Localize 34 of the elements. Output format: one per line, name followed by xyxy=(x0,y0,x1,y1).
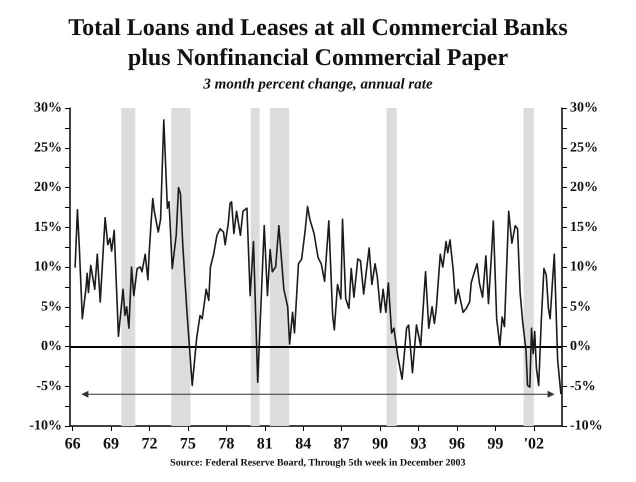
y2-tick-label: 30% xyxy=(570,100,598,116)
chart-title: Total Loans and Leases at all Commercial Banks plus Nonfinancial Commercial Paper xyxy=(68,15,568,71)
y-tick-label: 10% xyxy=(34,260,62,274)
x-tick-label: 96 xyxy=(448,436,465,452)
y-tick-label: 5% xyxy=(41,299,62,314)
x-tick-label: 66 xyxy=(64,436,81,452)
x-tick-label: 87 xyxy=(334,436,350,452)
y-tick-label: 30% xyxy=(34,100,62,116)
x-tick-label: 72 xyxy=(141,436,158,452)
y-tick-label: -10% xyxy=(29,418,62,434)
x-tick-label: 81 xyxy=(256,436,273,452)
y2-tick-label: 5% xyxy=(570,299,591,314)
x-tick-label: 75 xyxy=(180,436,196,452)
y-tick-label: 0% xyxy=(41,339,62,354)
y-tick-label: 25% xyxy=(34,140,62,156)
y2-tick-label: -10% xyxy=(570,418,603,434)
y2-tick-label: 25% xyxy=(570,140,598,156)
x-tick-label: 99 xyxy=(487,436,504,452)
x-tick-label: 90 xyxy=(372,436,388,452)
y2-tick-label: 10% xyxy=(570,260,598,274)
y-tick-label: 15% xyxy=(34,220,62,235)
chart-subtitle: 3 month percent change, annual rate xyxy=(202,76,433,92)
y2-tick-label: 0% xyxy=(570,339,591,354)
y2-tick-label: 15% xyxy=(570,220,598,235)
x-tick-label: 78 xyxy=(218,436,234,452)
x-tick-label: '02 xyxy=(524,436,544,452)
x-tick-label: 84 xyxy=(295,436,312,452)
source-note: Source: Federal Reserve Board, Through 5th week in December 2003 xyxy=(170,458,466,468)
y-tick-label: 20% xyxy=(34,180,62,195)
x-tick-label: 93 xyxy=(410,436,426,452)
y-tick-label: -5% xyxy=(36,378,62,394)
x-tick-label: 69 xyxy=(103,436,119,452)
y2-tick-label: 20% xyxy=(570,180,598,195)
y2-tick-label: -5% xyxy=(570,378,596,394)
